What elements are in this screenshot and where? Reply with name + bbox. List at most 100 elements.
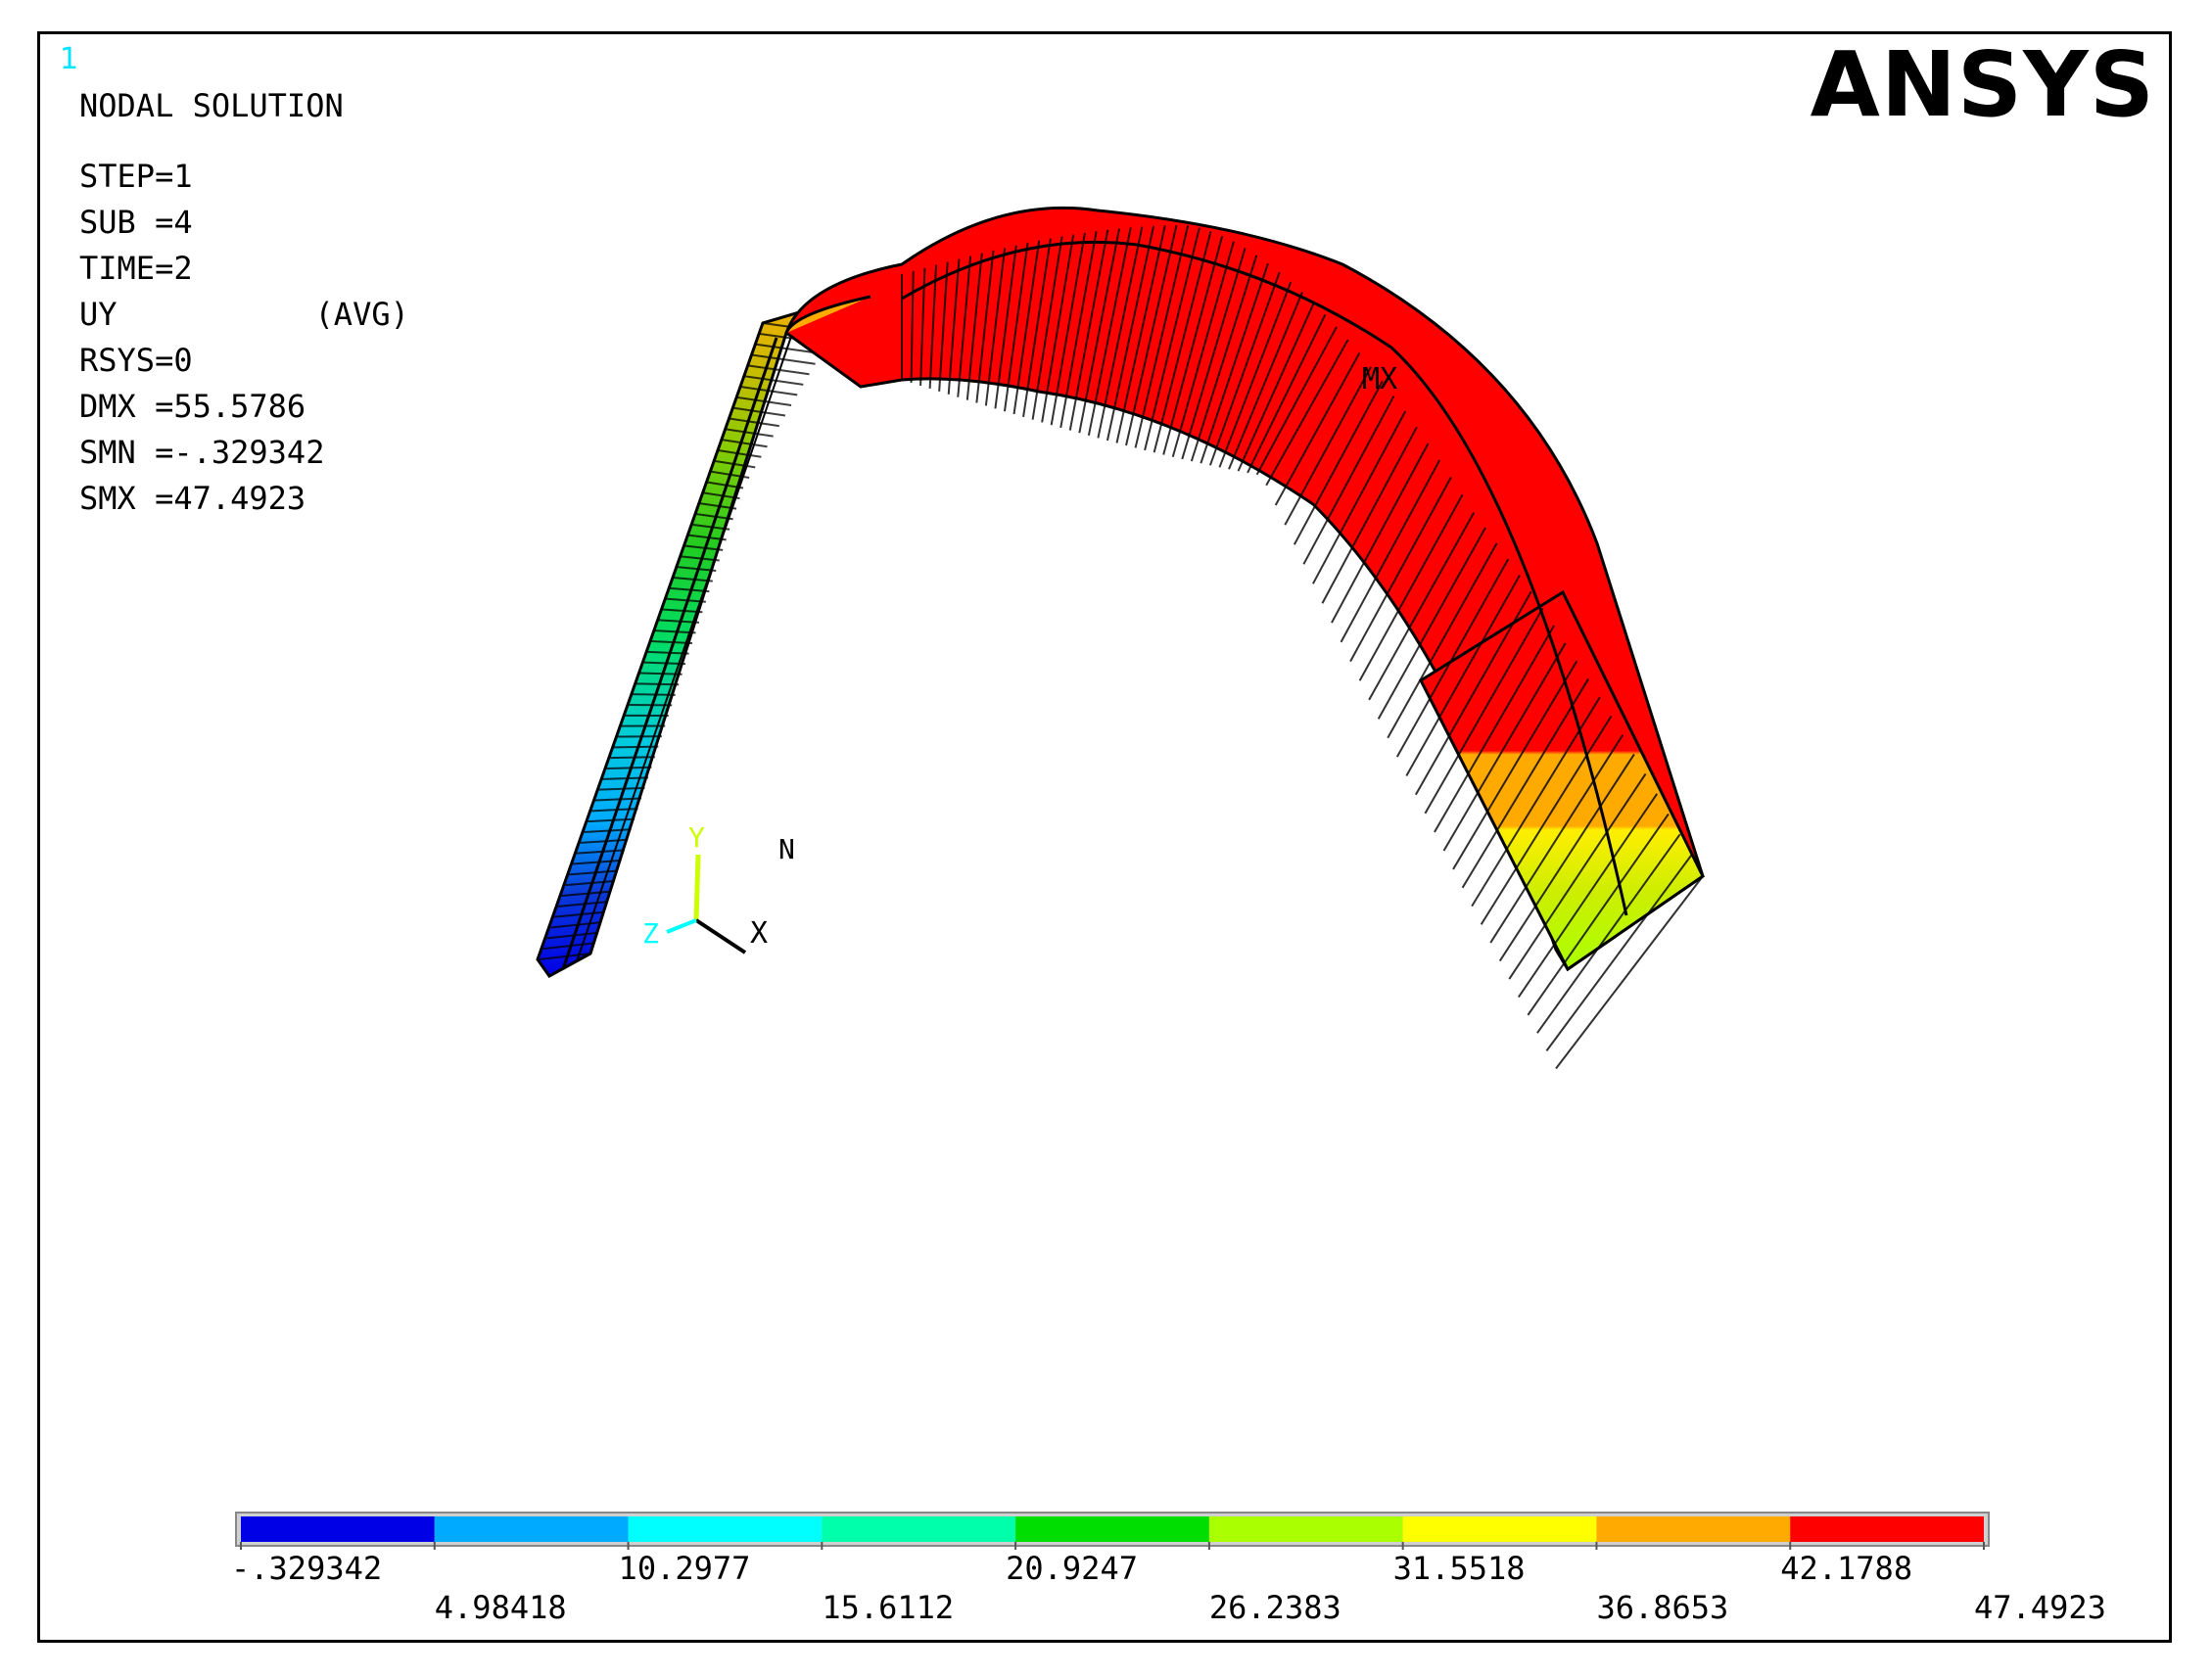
legend-band	[1402, 1516, 1597, 1542]
legend-band	[822, 1516, 1016, 1542]
mesh-line	[1255, 326, 1338, 476]
ansys-logo-text: ANSYS	[1810, 32, 2155, 137]
mesh-line	[1012, 240, 1041, 415]
legend-band	[434, 1516, 629, 1542]
mesh-line	[677, 566, 717, 573]
mesh-line	[1153, 231, 1212, 453]
mesh-line	[703, 491, 740, 500]
mesh-line	[1414, 590, 1532, 796]
mesh-line	[1003, 242, 1029, 412]
mesh-line	[1331, 443, 1430, 624]
mesh-line	[1218, 281, 1293, 468]
graphics-viewport[interactable]: 1 ANSYS NODAL SOLUTION STEP=1 SUB =4 TIM…	[37, 31, 2172, 1643]
mesh-line	[984, 248, 1007, 406]
mesh-line	[957, 256, 972, 397]
mesh-line	[1284, 366, 1372, 526]
legend-label-bottom: 4.98418	[435, 1589, 567, 1626]
mesh-line	[1200, 262, 1269, 464]
mesh-line	[691, 523, 730, 531]
mesh-line	[994, 245, 1017, 409]
mesh-line	[1171, 241, 1235, 458]
window-number: 1	[60, 42, 79, 76]
mesh-line	[584, 828, 632, 833]
mesh-line	[1452, 660, 1578, 870]
mesh-line	[699, 502, 737, 510]
mesh-line	[687, 534, 727, 541]
mesh-line	[725, 428, 774, 438]
legend-band	[1790, 1516, 1984, 1542]
info-smn: SMN =-.329342	[79, 434, 325, 471]
mesh-line	[695, 513, 733, 521]
mesh-line	[594, 797, 642, 802]
mesh-line	[1480, 715, 1613, 925]
triad-x-label: X	[750, 916, 768, 951]
mesh-line	[1265, 339, 1349, 487]
mesh-line	[1405, 574, 1521, 776]
mesh-line	[1237, 303, 1315, 472]
mesh-line	[1134, 225, 1190, 448]
mesh-line	[910, 270, 915, 383]
mesh-line	[1097, 226, 1144, 439]
mesh-line	[1536, 833, 1681, 1034]
mesh-line	[561, 890, 611, 897]
mesh-line	[928, 264, 938, 389]
info-time: TIME=2	[79, 250, 193, 287]
info-sub: SUB =4	[79, 204, 193, 241]
mesh-line	[1461, 677, 1589, 889]
mesh-line	[743, 375, 804, 386]
mesh-line	[1434, 625, 1555, 833]
mesh-line	[1387, 542, 1498, 739]
triad-y-axis	[693, 854, 701, 921]
mesh-line	[1293, 380, 1384, 545]
mesh-line	[1125, 224, 1178, 446]
legend-band	[1015, 1516, 1209, 1542]
crown-and-right-leg	[784, 206, 1705, 1070]
legend-label-top: 42.1788	[1780, 1550, 1912, 1587]
mesh-line	[1050, 232, 1086, 426]
deformed-arch-model[interactable]: MX N Y X Z	[40, 34, 2169, 1640]
mesh-line	[965, 253, 983, 400]
legend-label-bottom: 26.2383	[1209, 1589, 1341, 1626]
mesh-line	[565, 880, 615, 887]
mesh-line	[1489, 734, 1624, 944]
contour-legend: -.329342 10.2977 20.9247 31.5518 42.1788 4.98…	[231, 1512, 2106, 1626]
legend-label-top: 20.9247	[1006, 1550, 1138, 1587]
mesh-line	[718, 449, 762, 458]
mesh-line	[1208, 271, 1281, 466]
mesh-line	[1068, 229, 1109, 431]
mesh-line	[546, 931, 598, 940]
legend-band	[1208, 1516, 1403, 1542]
mesh-line	[1162, 235, 1224, 455]
mesh-line	[1312, 410, 1407, 584]
mesh-line	[1144, 227, 1200, 451]
mesh-line	[1228, 292, 1303, 470]
mesh-line	[580, 838, 629, 844]
legend-band	[241, 1516, 435, 1542]
mesh-line	[684, 544, 724, 551]
legend-label-top: 10.2977	[619, 1550, 751, 1587]
mesh-line	[938, 261, 949, 392]
mesh-line	[1340, 459, 1441, 643]
mesh-line	[732, 406, 786, 417]
mesh-line	[669, 586, 710, 593]
mesh-line	[539, 953, 591, 960]
mesh-line	[1442, 642, 1567, 852]
info-quantity-row: UY (AVG)	[79, 292, 409, 338]
info-smx: SMX =47.4923	[79, 480, 306, 517]
min-marker: N	[778, 833, 795, 865]
mesh-line	[588, 817, 635, 823]
mesh-line	[736, 396, 792, 406]
mesh-line	[1527, 813, 1670, 1016]
info-averaging: (AVG)	[314, 296, 409, 333]
legend-label-bottom: 47.4923	[1974, 1589, 2106, 1626]
info-title: NODAL SOLUTION	[79, 87, 344, 124]
info-dmx: DMX =55.5786	[79, 388, 306, 425]
mesh-line	[1087, 227, 1132, 437]
mesh-line	[1349, 476, 1452, 663]
mesh-line	[1358, 493, 1464, 681]
mesh-line	[1022, 238, 1052, 418]
mesh-line	[576, 849, 625, 855]
mesh-line	[1274, 351, 1361, 506]
mesh-line	[1518, 793, 1659, 999]
mesh-line	[1041, 234, 1075, 423]
